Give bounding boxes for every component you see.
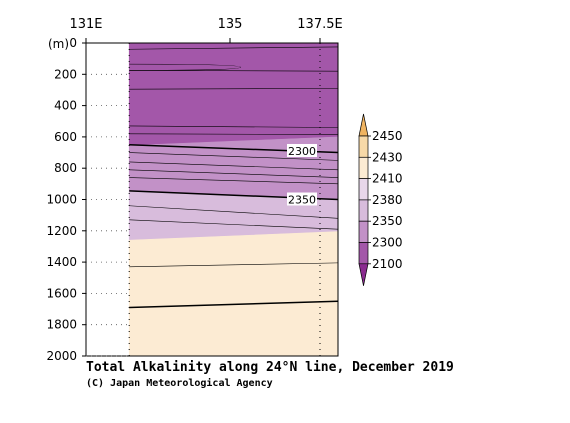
contour-label-bg-1: [287, 192, 317, 206]
section-fill-layer: [128, 42, 339, 357]
y-tick-label-9: 1800: [46, 318, 77, 332]
contour-line-10: [129, 169, 339, 178]
contour-line-3: [129, 46, 339, 50]
colorbar-label-5: 2300: [372, 236, 403, 250]
y-tick-label-10: 2000: [46, 349, 77, 363]
colorbar-label-6: 2100: [372, 257, 403, 271]
y-axis: 0 200 400 600 800 1000 1200 1400 1600 1800 2000: [46, 36, 130, 363]
colorbar-segment-6: [358, 242, 369, 265]
y-tick-label-7: 1400: [46, 255, 77, 269]
colorbar-label-1: 2430: [372, 150, 403, 164]
station-marker-layer: [128, 43, 321, 356]
colorbar-label-2: 2410: [372, 172, 403, 186]
x-tick-label-2: 137.5E: [297, 17, 342, 32]
contour-label-1: 2350: [288, 194, 316, 207]
fill-band-0: [128, 42, 339, 146]
contour-line-8: [129, 152, 339, 161]
contour-label-layer: 2300 2350: [287, 143, 317, 207]
contour-line-9: [129, 161, 339, 171]
chart-title: Total Alkalinity along 24°N line, Decemb…: [86, 360, 454, 375]
y-tick-label-0: 0: [69, 36, 77, 50]
colorbar-segment-1: [358, 135, 369, 158]
contour-line-14: [129, 262, 339, 268]
colorbar-top-arrow: [358, 113, 369, 137]
contour-line-12: [129, 205, 339, 219]
chart-credit: (C) Japan Meteorological Agency: [86, 377, 273, 389]
colorbar-segment-4: [358, 199, 369, 222]
x-axis: 131E 135 137.5E: [69, 17, 343, 43]
y-tick-label-5: 1000: [46, 193, 77, 207]
y-tick-label-6: 1200: [46, 224, 77, 238]
y-tick-label-2: 400: [54, 99, 77, 113]
y-tick-label-4: 800: [54, 161, 77, 175]
colorbar-label-3: 2380: [372, 193, 403, 207]
contour-line-6: [129, 125, 339, 128]
colorbar-label-0: 2450: [372, 129, 403, 143]
x-tick-label-0: 131E: [69, 17, 102, 32]
fill-band-3: [128, 231, 339, 357]
y-tick-label-8: 1600: [46, 286, 77, 300]
x-tick-label-1: 135: [218, 17, 243, 32]
colorbar: 2450 2430 2410 2380 2350 2300 2100: [358, 113, 403, 286]
y-tick-label-3: 600: [54, 130, 77, 144]
contour-line-2: [129, 300, 339, 309]
closed-contour: [129, 63, 242, 71]
contour-label-bg-0: [287, 143, 317, 157]
colorbar-bottom-arrow: [358, 263, 369, 286]
contour-line-13: [129, 219, 339, 230]
colorbar-segment-2: [358, 156, 369, 179]
colorbar-segment-3: [358, 178, 369, 201]
contour-line-7: [129, 133, 339, 135]
contour-label-0: 2300: [288, 145, 316, 158]
contour-line-11: [129, 177, 339, 185]
contour-line-5: [129, 88, 339, 90]
colorbar-label-4: 2350: [372, 214, 403, 228]
y-tick-label-1: 200: [54, 67, 77, 81]
colorbar-segment-5: [358, 220, 369, 243]
y-axis-unit-label: (m): [48, 37, 69, 51]
